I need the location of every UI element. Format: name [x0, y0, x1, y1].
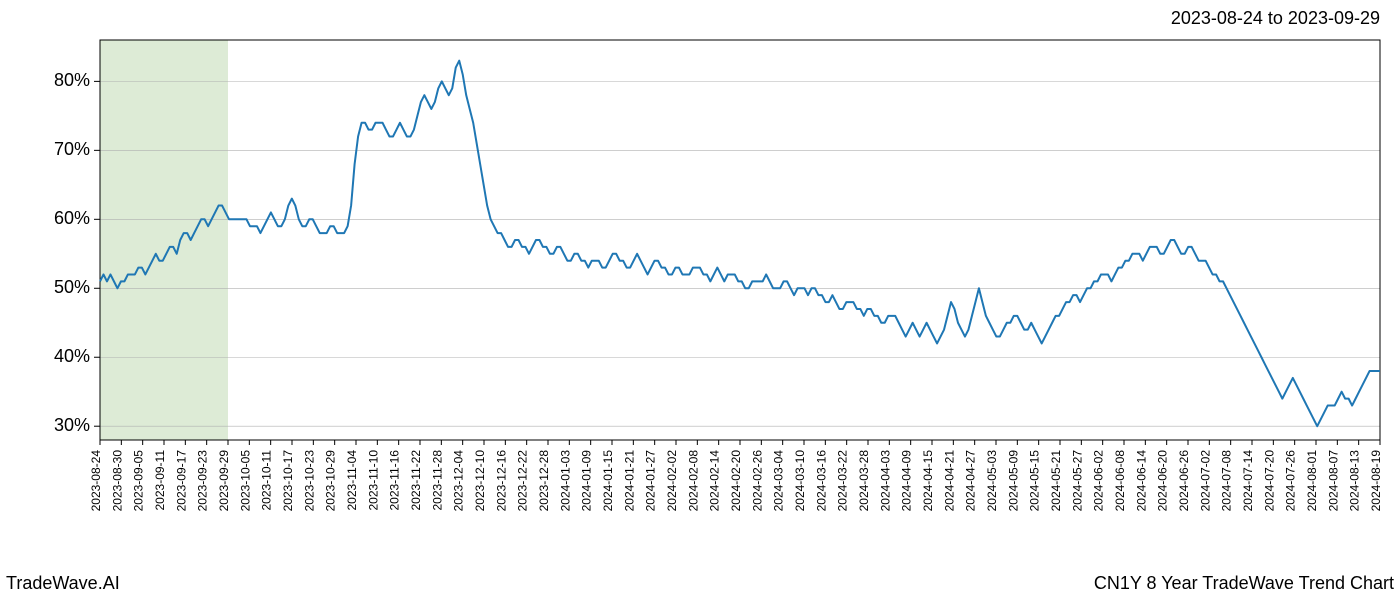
x-tick-label: 2024-03-22: [836, 450, 850, 512]
x-tick-label: 2023-12-22: [516, 450, 530, 512]
x-tick-label: 2024-06-26: [1177, 450, 1191, 512]
brand-label: TradeWave.AI: [6, 573, 120, 594]
x-tick-label: 2024-07-08: [1220, 450, 1234, 512]
x-tick-label: 2023-10-29: [324, 450, 338, 512]
x-tick-label: 2024-03-10: [793, 450, 807, 512]
x-tick-label: 2023-10-11: [260, 450, 274, 511]
x-tick-label: 2024-01-21: [622, 450, 636, 512]
x-tick-label: 2023-10-17: [281, 450, 295, 512]
x-tick-label: 2024-07-26: [1284, 450, 1298, 512]
y-tick-label: 60%: [54, 208, 90, 228]
x-tick-label: 2023-12-10: [473, 450, 487, 512]
x-tick-label: 2023-09-11: [153, 450, 167, 511]
plot-border: [100, 40, 1380, 440]
x-tick-label: 2024-05-21: [1049, 450, 1063, 512]
x-tick-label: 2024-05-27: [1070, 450, 1084, 512]
x-tick-label: 2023-11-04: [345, 450, 359, 511]
x-tick-label: 2023-10-23: [302, 450, 316, 512]
x-tick-label: 2024-04-09: [900, 450, 914, 512]
x-tick-label: 2023-10-05: [238, 450, 252, 512]
x-tick-label: 2024-07-20: [1262, 450, 1276, 512]
x-tick-label: 2024-04-15: [921, 450, 935, 512]
x-tick-label: 2024-03-28: [857, 450, 871, 512]
x-tick-label: 2023-11-22: [409, 450, 423, 511]
x-tick-label: 2024-08-19: [1369, 450, 1383, 512]
chart-title: CN1Y 8 Year TradeWave Trend Chart: [1094, 573, 1394, 594]
x-tick-label: 2024-08-07: [1326, 450, 1340, 512]
x-tick-label: 2024-08-13: [1348, 450, 1362, 512]
x-tick-label: 2024-06-14: [1134, 450, 1148, 512]
x-tick-label: 2024-04-03: [878, 450, 892, 512]
x-tick-label: 2023-11-10: [366, 450, 380, 511]
x-tick-label: 2024-05-15: [1028, 450, 1042, 512]
x-tick-label: 2024-01-15: [601, 450, 615, 512]
highlight-band: [100, 40, 228, 440]
x-tick-label: 2024-03-04: [772, 450, 786, 512]
x-tick-label: 2024-02-14: [708, 450, 722, 512]
x-tick-label: 2024-02-08: [686, 450, 700, 512]
x-tick-label: 2024-01-09: [580, 450, 594, 512]
x-tick-label: 2023-11-28: [430, 450, 444, 511]
x-tick-label: 2024-02-26: [750, 450, 764, 512]
data-line: [100, 61, 1380, 427]
y-tick-label: 40%: [54, 346, 90, 366]
x-tick-label: 2023-09-29: [217, 450, 231, 512]
x-tick-label: 2023-09-23: [196, 450, 210, 512]
x-tick-label: 2024-01-03: [558, 450, 572, 512]
y-tick-label: 30%: [54, 415, 90, 435]
x-tick-label: 2023-12-28: [537, 450, 551, 512]
x-tick-label: 2024-02-02: [665, 450, 679, 512]
trend-chart: 30%40%50%60%70%80%2023-08-242023-08-3020…: [0, 0, 1400, 600]
y-tick-label: 80%: [54, 70, 90, 90]
y-tick-label: 50%: [54, 277, 90, 297]
x-tick-label: 2024-05-03: [985, 450, 999, 512]
x-tick-label: 2024-01-27: [644, 450, 658, 512]
x-tick-label: 2023-12-04: [452, 450, 466, 512]
x-tick-label: 2023-08-24: [89, 450, 103, 512]
x-tick-label: 2024-06-20: [1156, 450, 1170, 512]
x-tick-label: 2024-03-16: [814, 450, 828, 512]
y-tick-label: 70%: [54, 139, 90, 159]
x-tick-label: 2024-06-08: [1113, 450, 1127, 512]
x-tick-label: 2024-07-02: [1198, 450, 1212, 512]
x-tick-label: 2024-06-02: [1092, 450, 1106, 512]
x-tick-label: 2023-11-16: [388, 450, 402, 511]
x-tick-label: 2024-05-09: [1006, 450, 1020, 512]
x-tick-label: 2024-04-21: [942, 450, 956, 512]
x-tick-label: 2024-07-14: [1241, 450, 1255, 512]
x-tick-label: 2023-09-05: [132, 450, 146, 512]
x-tick-label: 2023-09-17: [174, 450, 188, 512]
x-tick-label: 2024-04-27: [964, 450, 978, 512]
x-tick-label: 2024-08-01: [1305, 450, 1319, 512]
x-tick-label: 2023-08-30: [110, 450, 124, 512]
x-tick-label: 2024-02-20: [729, 450, 743, 512]
x-tick-label: 2023-12-16: [494, 450, 508, 512]
chart-container: 2023-08-24 to 2023-09-29 30%40%50%60%70%…: [0, 0, 1400, 600]
